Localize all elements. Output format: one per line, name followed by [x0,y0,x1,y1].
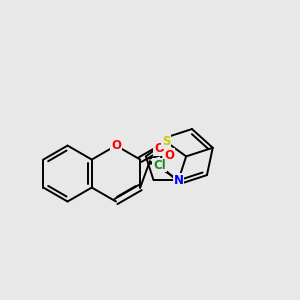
Text: Cl: Cl [153,158,166,172]
Text: O: O [154,142,164,155]
Text: O: O [111,139,121,152]
Text: O: O [164,149,175,162]
Text: S: S [162,135,170,148]
Text: N: N [173,174,184,187]
